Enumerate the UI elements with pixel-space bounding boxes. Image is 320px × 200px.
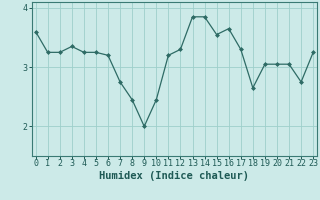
X-axis label: Humidex (Indice chaleur): Humidex (Indice chaleur)	[100, 171, 249, 181]
